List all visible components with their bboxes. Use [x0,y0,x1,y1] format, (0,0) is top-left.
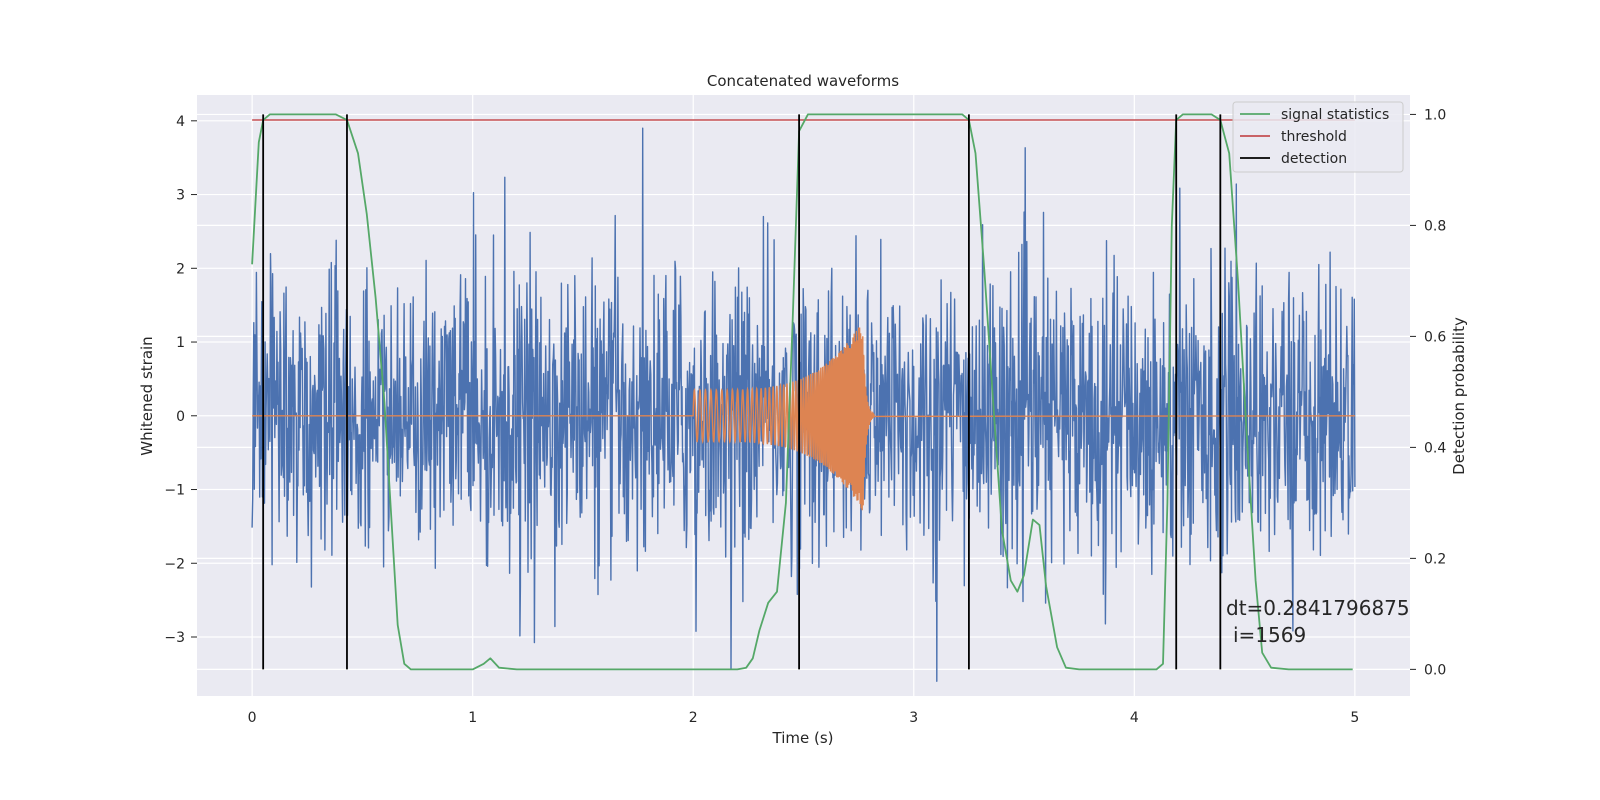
y2-tick-label: 1.0 [1424,107,1446,123]
chart-title: Concatenated waveforms [707,72,899,90]
y-tick-label: 2 [176,261,185,277]
y-tick-label: 1 [176,335,185,351]
x-tick-label: 3 [909,710,918,726]
y2-tick-label: 0.2 [1424,551,1446,567]
annotation-dt: dt=0.2841796875 [1226,596,1410,620]
y-tick-label: −1 [164,483,185,499]
x-tick-label: 1 [468,710,477,726]
y2-tick-label: 0.4 [1424,440,1446,456]
y2-tick-label: 0.8 [1424,218,1446,234]
injected-signal-series [252,327,1355,511]
legend-label-threshold: threshold [1281,129,1347,145]
x-axis-label: Time (s) [772,729,834,747]
y-tick-label: 3 [176,188,185,204]
y-axis-ticks: −3 −2 −1 0 1 2 3 4 [164,114,197,646]
y-tick-label: 4 [176,114,185,130]
legend-label-detection: detection [1281,151,1347,167]
x-tick-label: 2 [689,710,698,726]
legend-label-statistics: signal statistics [1281,107,1389,123]
x-tick-label: 5 [1350,710,1359,726]
annotation-index: i=1569 [1233,623,1306,647]
y2-tick-label: 0.0 [1424,662,1446,678]
y-axis-label: Whitened strain [138,336,156,455]
y2-axis-label: Detection probability [1450,317,1468,475]
legend-box [1232,101,1404,173]
signal-statistics-series [251,113,1353,671]
signal-statistics-line [251,113,1353,671]
x-axis-ticks: 0 1 2 3 4 5 [248,710,1360,726]
y2-axis-ticks: 0.0 0.2 0.4 0.6 0.8 1.0 [1410,107,1446,678]
y2-tick-label: 0.6 [1424,329,1446,345]
x-tick-label: 4 [1130,710,1139,726]
y-tick-label: −2 [164,556,185,572]
y-tick-label: −3 [164,630,185,646]
detection-series [262,114,1222,670]
legend: signal statistics threshold detection [1232,101,1404,173]
y-tick-label: 0 [176,409,185,425]
injected-signal-line [252,327,1355,511]
x-tick-label: 0 [248,710,257,726]
